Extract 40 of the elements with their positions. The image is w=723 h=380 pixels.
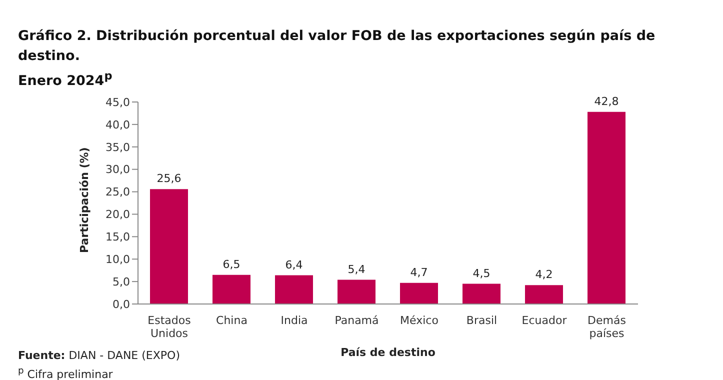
bar bbox=[462, 284, 500, 304]
y-tick-label: 45,0 bbox=[106, 96, 130, 109]
y-tick-label: 5,0 bbox=[112, 275, 130, 288]
x-tick-label: Demás países bbox=[588, 314, 626, 340]
data-label: 6,4 bbox=[285, 258, 303, 272]
chart-title: Gráfico 2. Distribución porcentual del valor FOB de las exportaciones según país de destino. bbox=[18, 28, 656, 64]
y-tick-label: 40,0 bbox=[106, 118, 130, 132]
bar bbox=[338, 280, 376, 304]
bar bbox=[525, 285, 563, 304]
x-tick-label: Estados Unidos bbox=[148, 314, 192, 340]
y-tick-label: 10,0 bbox=[106, 253, 130, 266]
source-note: Fuente: DIAN - DANE (EXPO) bbox=[18, 349, 180, 362]
bar bbox=[400, 282, 438, 304]
y-tick-label: 25,0 bbox=[106, 186, 130, 199]
data-label: 4,5 bbox=[472, 266, 490, 280]
y-tick-label: 15,0 bbox=[106, 230, 130, 244]
data-label: 5,4 bbox=[348, 262, 366, 276]
chart-subtitle: Enero 2024$^{p}$ bbox=[18, 69, 112, 88]
x-tick-label: China bbox=[216, 314, 248, 327]
x-axis-title: País de destino bbox=[340, 346, 436, 359]
bar bbox=[212, 274, 250, 304]
x-tick-label: India bbox=[280, 314, 308, 327]
data-label: 6,5 bbox=[222, 258, 240, 271]
y-tick-label: 0,0 bbox=[112, 298, 130, 311]
data-label: 4,2 bbox=[535, 268, 553, 282]
data-label: 42,8 bbox=[594, 94, 619, 108]
x-tick-label: México bbox=[400, 314, 439, 327]
x-tick-label: Ecuador bbox=[522, 314, 568, 327]
y-tick-label: 30,0 bbox=[106, 163, 130, 176]
data-label: 4,7 bbox=[410, 266, 428, 279]
x-tick-label: Panamá bbox=[334, 314, 379, 327]
y-axis-title: Participación (%) bbox=[78, 147, 91, 253]
bar bbox=[150, 189, 188, 304]
y-tick-label: 20,0 bbox=[106, 208, 130, 222]
x-tick-label: Brasil bbox=[466, 314, 498, 327]
y-tick-label: 35,0 bbox=[106, 140, 130, 154]
bar bbox=[588, 112, 626, 304]
text: $^{p}$ Cifra preliminar bbox=[18, 365, 113, 380]
data-label: 25,6 bbox=[156, 172, 182, 186]
bar bbox=[275, 275, 313, 304]
